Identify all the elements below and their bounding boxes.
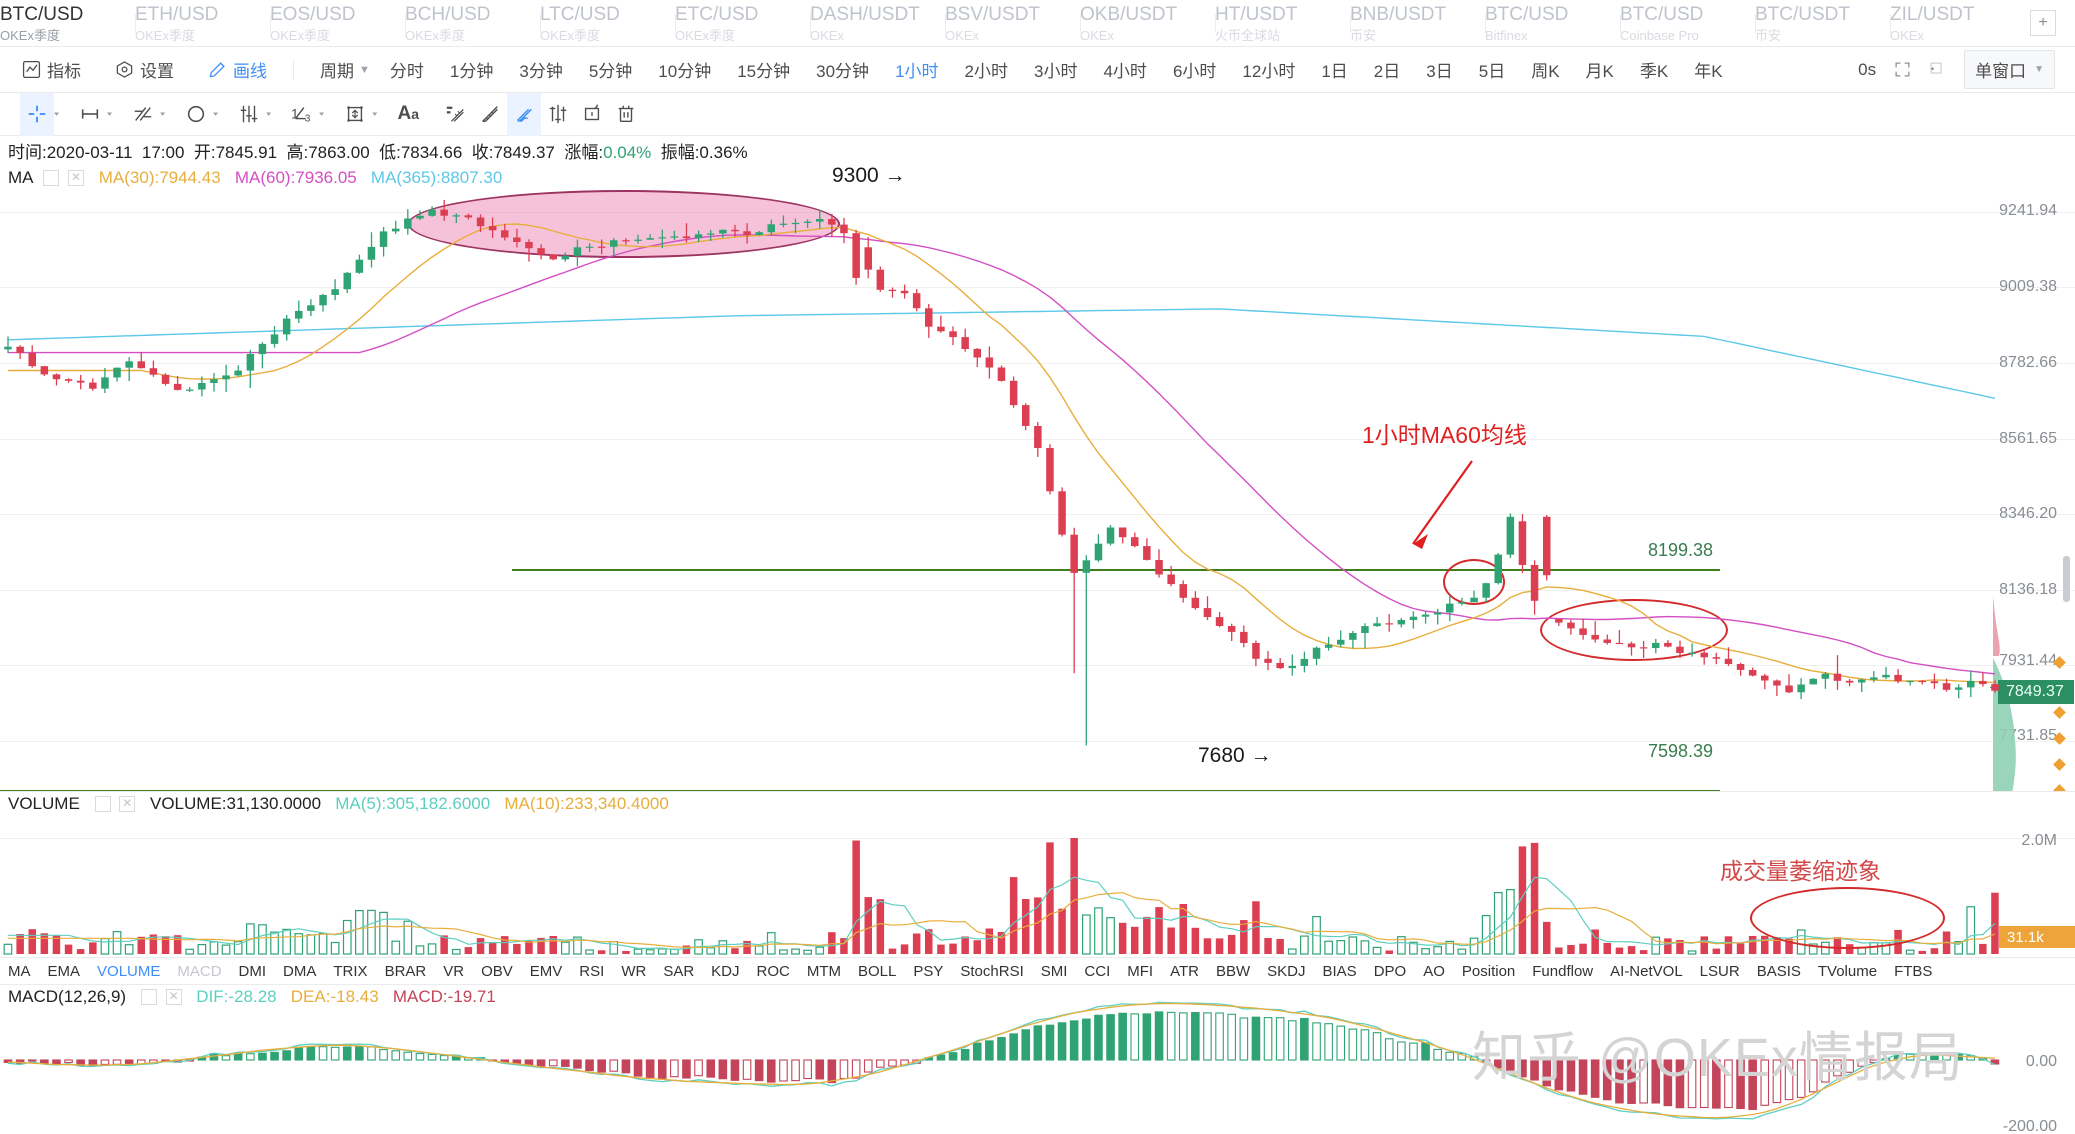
- svg-text:3: 3: [305, 113, 311, 124]
- svg-text:1: 1: [291, 107, 299, 122]
